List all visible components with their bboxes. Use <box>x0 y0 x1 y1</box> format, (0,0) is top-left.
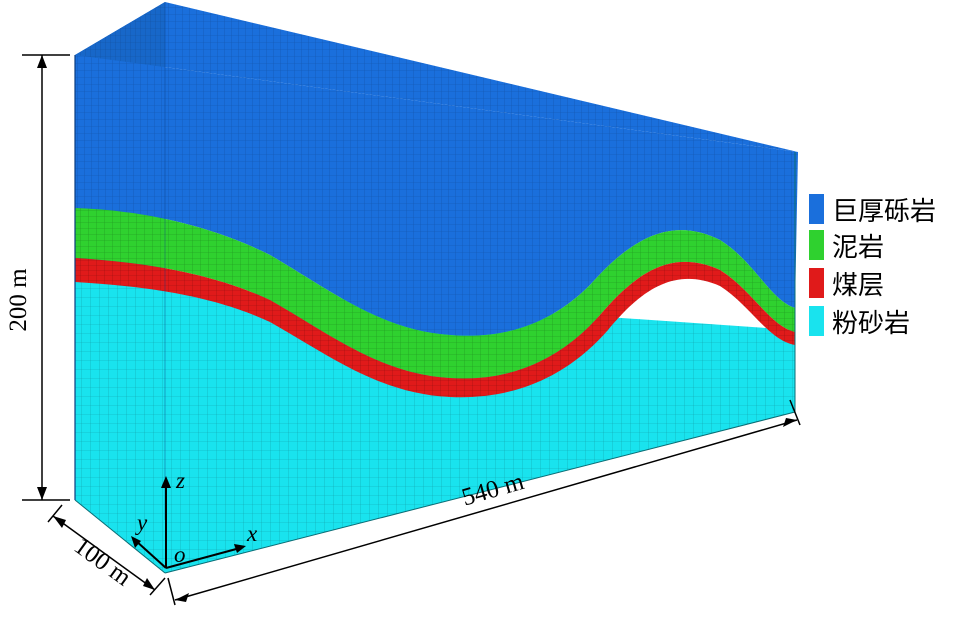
coordinate-axes: z y x o <box>131 468 258 569</box>
origin-label: o <box>174 542 186 567</box>
front-face <box>75 55 798 573</box>
legend-swatch-conglomerate <box>809 194 824 224</box>
legend-label-coal: 煤层 <box>832 271 884 301</box>
legend: 巨厚砾岩 泥岩 煤层 粉砂岩 <box>809 194 936 339</box>
height-label: 200 m <box>5 268 32 332</box>
z-axis-label: z <box>175 468 185 493</box>
y-axis-label: y <box>135 510 148 535</box>
legend-swatch-coal <box>809 268 824 298</box>
height-dimension: 200 m <box>5 54 70 501</box>
front-left-edge <box>74 2 796 574</box>
legend-label-mudstone: 泥岩 <box>832 233 884 263</box>
legend-label-conglomerate: 巨厚砾岩 <box>832 197 936 227</box>
x-axis-label: x <box>246 521 258 546</box>
legend-label-siltstone: 粉砂岩 <box>832 309 910 339</box>
legend-swatch-siltstone <box>809 306 824 336</box>
legend-swatch-mudstone <box>809 230 824 260</box>
block-top-face <box>75 2 798 152</box>
